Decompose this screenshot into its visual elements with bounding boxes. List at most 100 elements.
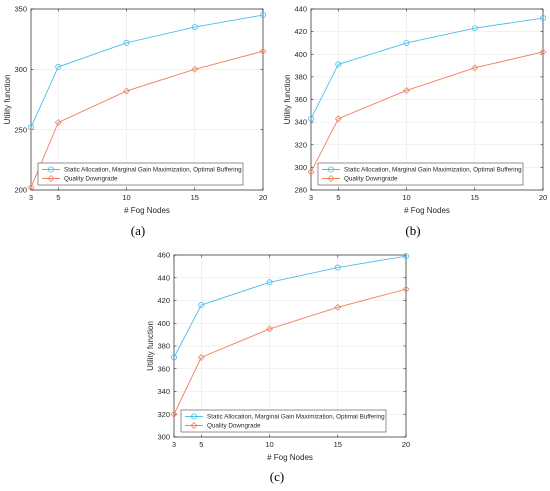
data-point-1 — [170, 354, 177, 361]
legend-box — [317, 162, 524, 186]
x-axis-label: # Fog Nodes — [404, 206, 450, 215]
y-tick-label: 440 — [157, 273, 170, 282]
data-point-2 — [334, 115, 342, 123]
x-tick-label: 3 — [309, 193, 313, 202]
legend-label: Quality Downgrade — [64, 176, 118, 183]
chart-panel-a: 3 5 10 15 20 200 250 300 350 # Fog Nodes Utility f… — [3, 5, 267, 238]
panel-caption: (c) — [270, 469, 284, 484]
data-point-1 — [259, 12, 266, 19]
y-tick-label: 250 — [14, 125, 27, 134]
panel-caption: (b) — [405, 223, 420, 238]
y-tick-label: 300 — [14, 65, 27, 74]
x-tick-label: 5 — [199, 440, 203, 449]
data-point-2 — [27, 184, 35, 192]
y-axis-label: Utility function — [283, 75, 292, 125]
data-point-2 — [170, 410, 178, 418]
legend-box — [180, 409, 387, 433]
legend-swatch-marker — [327, 175, 335, 182]
series-line-1 — [173, 255, 407, 358]
legend-swatch-marker — [327, 166, 334, 173]
data-point-1 — [403, 39, 410, 46]
y-tick-label: 280 — [294, 186, 307, 195]
legend-swatch-marker — [48, 166, 55, 173]
y-axis-label: Utility function — [3, 75, 12, 125]
panel-caption: (a) — [131, 223, 145, 238]
data-point-1 — [307, 115, 314, 122]
x-axis-label: # Fog Nodes — [124, 206, 170, 215]
chart-panel-c: 3 5 10 15 20 300 320 340 360 380 400 420 440 460 # Fog… — [146, 251, 410, 484]
data-point-1 — [335, 61, 342, 68]
data-point-1 — [402, 253, 409, 260]
y-tick-label: 340 — [294, 118, 307, 127]
data-point-2 — [266, 325, 273, 333]
x-tick-label: 15 — [334, 440, 342, 449]
legend-swatch-marker — [190, 413, 197, 420]
data-point-1 — [540, 15, 547, 22]
y-tick-label: 360 — [157, 364, 170, 373]
y-tick-label: 440 — [294, 5, 307, 14]
legend: Static Allocation, Marginal Gain Maximiz… — [317, 162, 524, 186]
data-point-2 — [54, 118, 62, 126]
data-point-1 — [334, 264, 341, 271]
data-point-2 — [197, 353, 205, 361]
y-tick-label: 420 — [157, 296, 170, 305]
data-point-1 — [471, 25, 478, 32]
chart-panel-b: 3 5 10 15 20 280 300 320 340 360 380 400 420 440 # Fog… — [283, 5, 547, 238]
x-tick-label: 10 — [402, 193, 410, 202]
x-tick-label: 10 — [122, 193, 130, 202]
x-tick-label: 3 — [29, 193, 33, 202]
x-tick-label: 20 — [539, 193, 547, 202]
data-point-1 — [123, 39, 130, 46]
x-tick-label: 5 — [336, 193, 340, 202]
legend-label: Quality Downgrade — [207, 423, 261, 430]
x-tick-label: 10 — [265, 440, 273, 449]
legend: Static Allocation, Marginal Gain Maximiz… — [37, 162, 244, 186]
y-tick-label: 400 — [157, 319, 170, 328]
y-tick-label: 340 — [157, 387, 170, 396]
y-tick-label: 200 — [14, 186, 27, 195]
data-point-2 — [259, 47, 267, 55]
y-tick-label: 320 — [294, 140, 307, 149]
legend-swatch-marker — [47, 175, 55, 182]
y-tick-label: 420 — [294, 27, 307, 36]
data-point-1 — [55, 63, 62, 70]
x-tick-label: 20 — [259, 193, 267, 202]
legend-label: Static Allocation, Marginal Gain Maximiz… — [207, 414, 385, 421]
x-tick-label: 20 — [402, 440, 410, 449]
data-point-2 — [191, 65, 199, 73]
data-point-1 — [27, 124, 34, 131]
legend-label: Quality Downgrade — [344, 176, 398, 183]
data-point-2 — [307, 168, 315, 176]
y-tick-label: 320 — [157, 410, 170, 419]
series-line-1 — [30, 14, 264, 128]
legend: Static Allocation, Marginal Gain Maximiz… — [180, 409, 387, 433]
y-tick-label: 380 — [157, 342, 170, 351]
x-tick-label: 15 — [471, 193, 479, 202]
data-point-2 — [334, 303, 342, 311]
y-tick-label: 400 — [294, 50, 307, 59]
data-point-2 — [539, 48, 547, 56]
axes-box — [30, 8, 264, 191]
x-tick-label: 15 — [191, 193, 199, 202]
legend-box — [37, 162, 244, 186]
data-point-1 — [198, 302, 205, 309]
data-point-1 — [191, 24, 198, 31]
data-point-2 — [471, 64, 479, 72]
x-axis-label: # Fog Nodes — [267, 453, 313, 462]
y-tick-label: 460 — [157, 251, 170, 260]
plot-area — [31, 9, 263, 190]
legend-label: Static Allocation, Marginal Gain Maximiz… — [344, 167, 522, 174]
data-point-1 — [266, 279, 273, 286]
data-point-2 — [403, 86, 410, 94]
y-tick-label: 360 — [294, 95, 307, 104]
data-point-2 — [402, 285, 410, 293]
y-tick-label: 300 — [294, 163, 307, 172]
legend-label: Static Allocation, Marginal Gain Maximiz… — [64, 167, 242, 174]
x-tick-label: 5 — [56, 193, 60, 202]
x-tick-label: 3 — [172, 440, 176, 449]
data-point-2 — [123, 87, 130, 95]
y-tick-label: 350 — [14, 5, 27, 14]
y-tick-label: 380 — [294, 72, 307, 81]
series-line-1 — [310, 17, 544, 119]
